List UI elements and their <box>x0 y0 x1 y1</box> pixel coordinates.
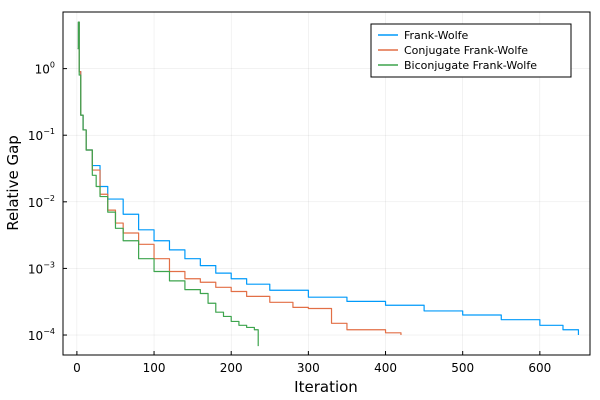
x-axis-title: Iteration <box>294 378 358 396</box>
y-tick-label: 10−1 <box>28 127 55 143</box>
legend: Frank-Wolfe Conjugate Frank-Wolfe Biconjug… <box>370 23 572 78</box>
plot-frame <box>62 11 591 356</box>
y-tick-label: 10−4 <box>28 327 55 343</box>
y-tick-label: 10−3 <box>28 260 55 276</box>
y-tick-label: 10−2 <box>28 194 55 210</box>
x-tick-label: 200 <box>220 361 243 375</box>
x-axis-ticks: 0 100 200 300 400 500 600 <box>73 351 551 375</box>
legend-label-1: Frank-Wolfe <box>404 29 469 42</box>
x-tick-label: 100 <box>143 361 166 375</box>
axes <box>62 11 591 356</box>
x-tick-label: 300 <box>297 361 320 375</box>
legend-label-3: Biconjugate Frank-Wolfe <box>404 59 537 72</box>
x-tick-label: 400 <box>374 361 397 375</box>
series-lines <box>77 21 580 347</box>
legend-box <box>370 23 572 78</box>
series-line-3 <box>77 21 259 347</box>
y-axis-title: Relative Gap <box>4 135 22 231</box>
x-tick-label: 0 <box>73 361 81 375</box>
series-line-2 <box>77 21 402 336</box>
y-tick-label: 100 <box>35 61 55 77</box>
y-axis-ticks: 100 10−1 10−2 10−3 10−4 <box>28 61 67 343</box>
x-tick-label: 600 <box>528 361 551 375</box>
legend-label-2: Conjugate Frank-Wolfe <box>404 44 528 57</box>
x-tick-label: 500 <box>451 361 474 375</box>
